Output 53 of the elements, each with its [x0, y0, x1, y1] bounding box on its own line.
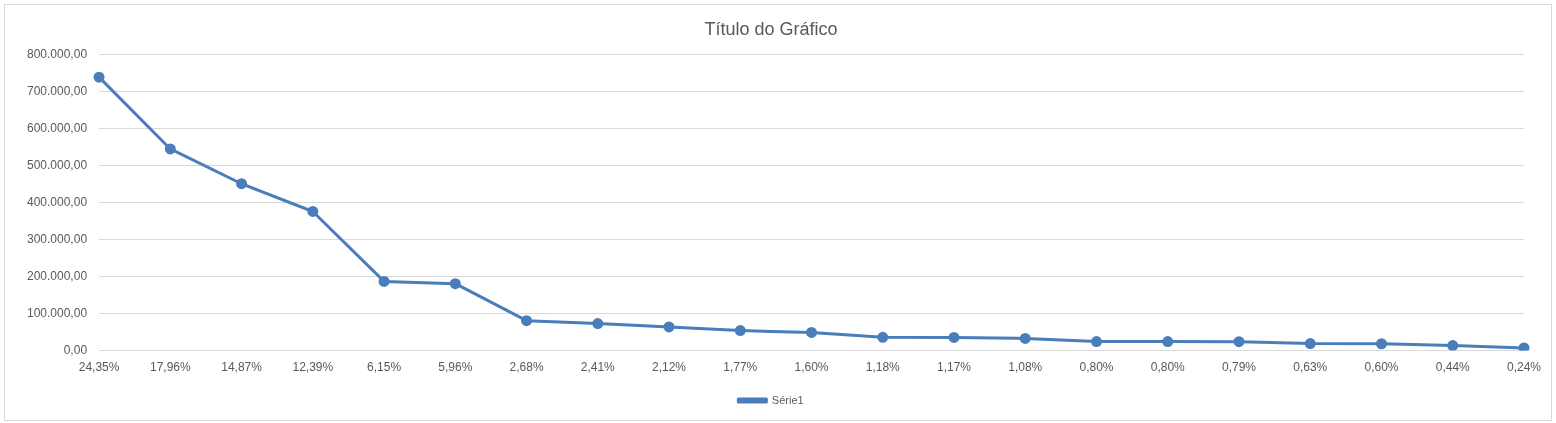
- point: [307, 205, 319, 217]
- point: [1091, 336, 1103, 348]
- x-tick-label: 1,77%: [723, 360, 758, 375]
- x-tick-label: 5,96%: [438, 360, 473, 375]
- x-tick-label: 2,12%: [652, 360, 687, 375]
- point: [663, 321, 675, 333]
- point: [1019, 332, 1031, 344]
- point: [877, 331, 889, 343]
- point: [93, 71, 105, 83]
- x-tick-label: 1,18%: [865, 360, 901, 375]
- point: [164, 143, 176, 155]
- x-tick-label: 0,79%: [1221, 360, 1257, 375]
- point: [734, 325, 746, 337]
- x-tick-label: 24,35%: [78, 360, 120, 375]
- chart-title: Título do Gráfico: [704, 18, 838, 39]
- x-tick-label: 1,17%: [937, 360, 972, 375]
- x-tick-label: 17,96%: [149, 360, 191, 375]
- point: [1518, 342, 1530, 351]
- point: [1162, 336, 1174, 348]
- y-tick-label: 0,00: [63, 342, 88, 357]
- y-tick-label: 300.000,00: [27, 231, 88, 246]
- y-tick-label: 800.000,00: [27, 46, 88, 61]
- point: [948, 331, 960, 343]
- point: [236, 178, 248, 190]
- point: [1375, 338, 1387, 350]
- y-tick-label: 400.000,00: [27, 194, 88, 209]
- x-tick-label: 0,80%: [1150, 360, 1186, 375]
- point: [1304, 338, 1316, 350]
- x-tick-label: 0,80%: [1079, 360, 1114, 375]
- x-tick-label: 0,60%: [1364, 360, 1399, 375]
- x-tick-label: 0,44%: [1435, 360, 1471, 375]
- x-tick-label: 6,15%: [367, 360, 402, 375]
- x-tick-label: 1,60%: [794, 360, 829, 375]
- x-tick-label: 0,24%: [1506, 360, 1542, 375]
- y-tick-label: 200.000,00: [27, 268, 88, 283]
- x-tick-label: 2,68%: [509, 360, 544, 375]
- point: [592, 318, 604, 330]
- y-tick-label: 600.000,00: [27, 120, 88, 135]
- x-tick-label: 2,41%: [580, 360, 616, 375]
- y-tick-label: 500.000,00: [27, 157, 88, 172]
- y-tick-label: 700.000,00: [27, 83, 88, 98]
- legend-label: Série1: [771, 393, 804, 406]
- y-tick-label: 100.000,00: [27, 305, 88, 320]
- point: [378, 275, 390, 287]
- point: [1447, 340, 1459, 351]
- point: [1233, 336, 1245, 348]
- x-tick-label: 12,39%: [292, 360, 334, 375]
- x-tick-label: 0,63%: [1293, 360, 1328, 375]
- point: [806, 326, 818, 338]
- point: [449, 278, 461, 290]
- x-tick-label: 1,08%: [1008, 360, 1043, 375]
- x-tick-label: 14,87%: [221, 360, 263, 375]
- point: [521, 315, 533, 327]
